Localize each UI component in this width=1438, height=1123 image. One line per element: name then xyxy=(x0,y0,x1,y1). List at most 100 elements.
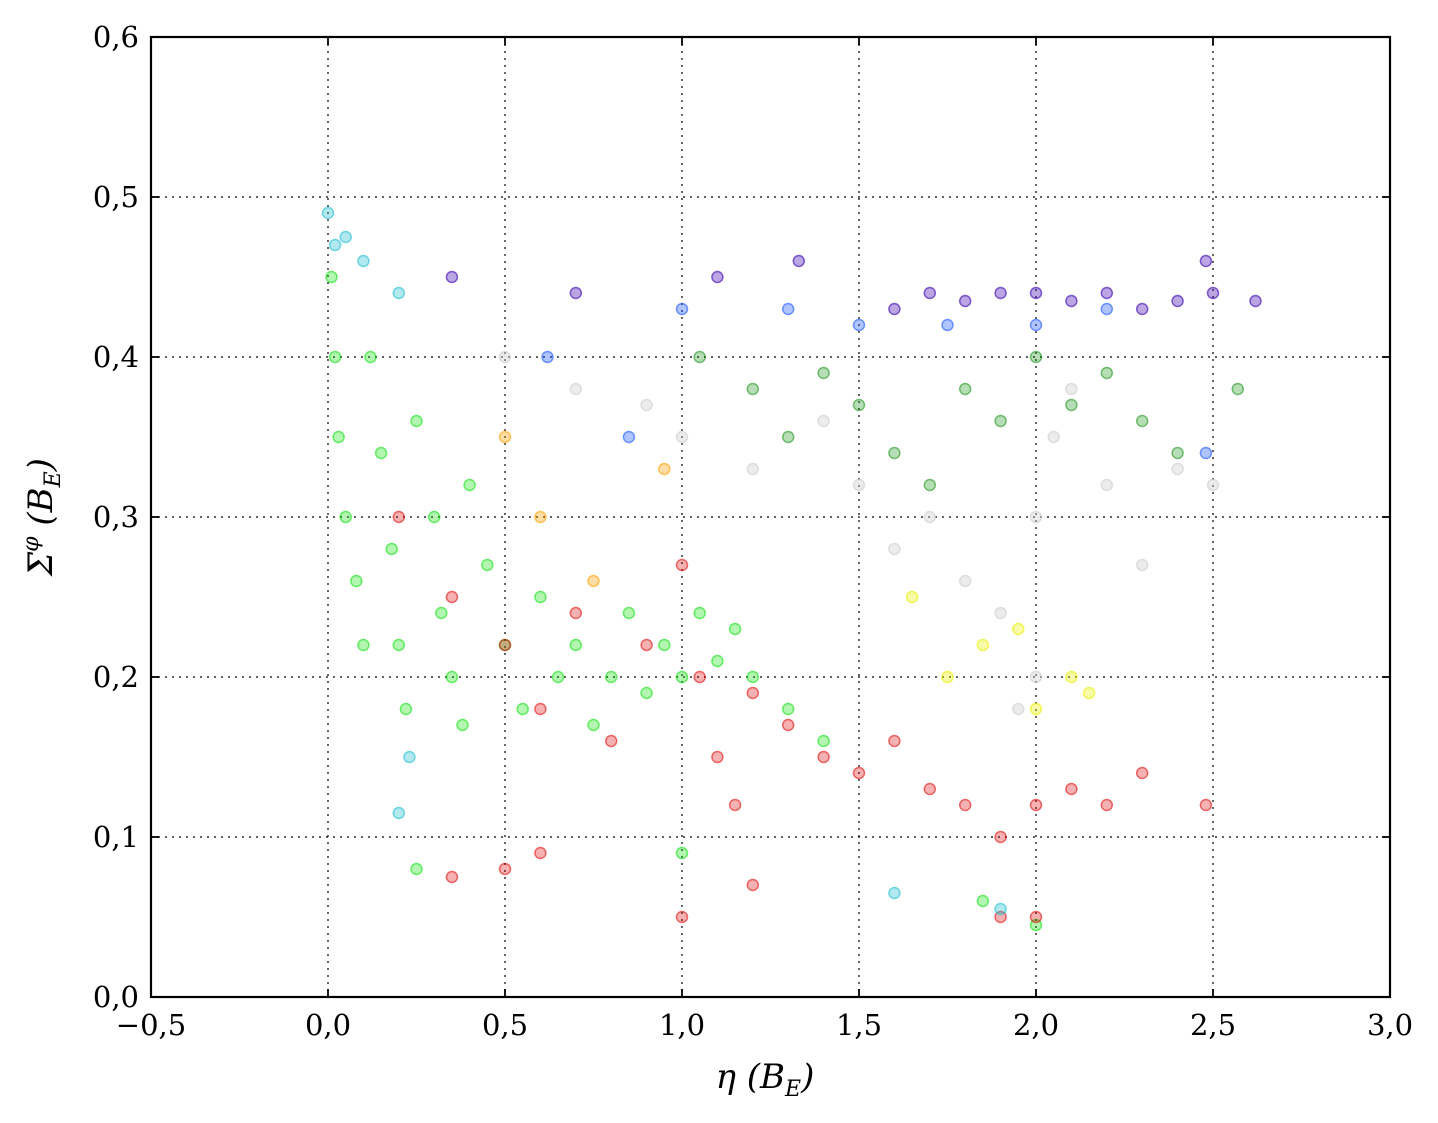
scatter-point xyxy=(746,462,760,476)
scatter-point xyxy=(534,702,547,716)
scatter-point xyxy=(516,702,529,716)
scatter-point xyxy=(923,782,937,796)
scatter-point xyxy=(888,886,901,900)
series-0 xyxy=(325,270,1043,932)
scatter-point xyxy=(1047,430,1060,444)
scatter-point xyxy=(385,542,398,556)
scatter-point xyxy=(888,734,901,748)
scatter-point xyxy=(498,430,512,444)
scatter-point xyxy=(622,606,636,620)
x-tick-label: 2,5 xyxy=(1190,1008,1236,1042)
scatter-point xyxy=(658,462,671,476)
y-tick-label: 0,0 xyxy=(93,980,139,1014)
scatter-point xyxy=(445,870,459,884)
x-tick-label: 2,0 xyxy=(1013,1008,1059,1042)
scatter-point xyxy=(427,510,441,524)
scatter-point xyxy=(994,902,1007,916)
scatter-point xyxy=(658,638,671,652)
scatter-point xyxy=(958,574,972,588)
scatter-point xyxy=(852,398,866,412)
scatter-point xyxy=(675,302,689,316)
scatter-point xyxy=(817,366,830,380)
scatter-point xyxy=(728,798,742,812)
scatter-point xyxy=(541,350,554,364)
scatter-point xyxy=(693,670,706,684)
series-6 xyxy=(321,206,1007,916)
scatter-point xyxy=(994,830,1007,844)
scatter-point xyxy=(1135,302,1149,316)
series-1 xyxy=(392,510,1213,924)
scatter-point xyxy=(1171,294,1184,308)
scatter-point xyxy=(640,686,653,700)
scatter-point xyxy=(1100,302,1114,316)
scatter-point xyxy=(410,862,423,876)
scatter-point xyxy=(569,606,583,620)
x-tick-label: −0,5 xyxy=(116,1008,186,1042)
scatter-point xyxy=(339,230,352,244)
scatter-point xyxy=(1029,670,1043,684)
scatter-point xyxy=(498,350,512,364)
series-7 xyxy=(905,590,1096,716)
data-points xyxy=(321,206,1262,932)
scatter-point xyxy=(410,414,423,428)
scatter-point xyxy=(1065,398,1078,412)
scatter-point xyxy=(711,654,724,668)
scatter-point xyxy=(1029,798,1043,812)
scatter-point xyxy=(587,718,600,732)
scatter-point xyxy=(339,510,352,524)
scatter-point xyxy=(1199,254,1213,268)
scatter-point xyxy=(1231,382,1245,396)
scatter-point xyxy=(328,238,342,252)
y-tick-label: 0,5 xyxy=(93,180,139,214)
scatter-point xyxy=(958,294,972,308)
scatter-point xyxy=(994,286,1007,300)
scatter-point xyxy=(1100,366,1114,380)
scatter-point xyxy=(923,286,937,300)
y-tick-label: 0,3 xyxy=(93,500,139,534)
scatter-point xyxy=(675,558,689,572)
scatter-point xyxy=(1082,686,1096,700)
scatter-point xyxy=(958,798,972,812)
x-tick-label: 0,5 xyxy=(482,1008,528,1042)
scatter-point xyxy=(1171,446,1184,460)
scatter-point xyxy=(746,670,760,684)
scatter-point xyxy=(445,590,459,604)
scatter-point xyxy=(364,350,377,364)
scatter-point xyxy=(1249,294,1262,308)
scatter-point xyxy=(1065,294,1078,308)
scatter-point xyxy=(1100,798,1114,812)
series-4 xyxy=(445,254,1262,316)
scatter-point xyxy=(905,590,919,604)
scatter-point xyxy=(994,414,1007,428)
scatter-point xyxy=(551,670,565,684)
y-axis-label: Σφ (BE) xyxy=(19,458,66,578)
scatter-point xyxy=(534,590,547,604)
scatter-point xyxy=(941,670,954,684)
scatter-point xyxy=(792,254,806,268)
scatter-point xyxy=(852,478,866,492)
scatter-point xyxy=(1171,462,1184,476)
y-tick-label: 0,4 xyxy=(93,340,139,374)
scatter-point xyxy=(321,206,335,220)
x-axis-label: η (BE) xyxy=(716,1057,815,1102)
scatter-point xyxy=(1100,286,1114,300)
scatter-point xyxy=(403,750,416,764)
scatter-point xyxy=(463,478,476,492)
x-tick-label: 0,0 xyxy=(305,1008,351,1042)
scatter-point xyxy=(1100,478,1114,492)
grid-lines xyxy=(150,36,1391,998)
scatter-point xyxy=(888,542,901,556)
scatter-point xyxy=(746,878,760,892)
scatter-point xyxy=(693,606,706,620)
scatter-point xyxy=(711,750,724,764)
scatter-point xyxy=(481,558,494,572)
scatter-point xyxy=(817,414,830,428)
scatter-point xyxy=(675,846,689,860)
scatter-point xyxy=(728,622,742,636)
series-8 xyxy=(498,430,671,588)
scatter-point xyxy=(976,894,990,908)
scatter-point xyxy=(1135,558,1149,572)
plot-frame xyxy=(149,35,1392,999)
scatter-point xyxy=(711,270,724,284)
scatter-point xyxy=(1029,350,1043,364)
